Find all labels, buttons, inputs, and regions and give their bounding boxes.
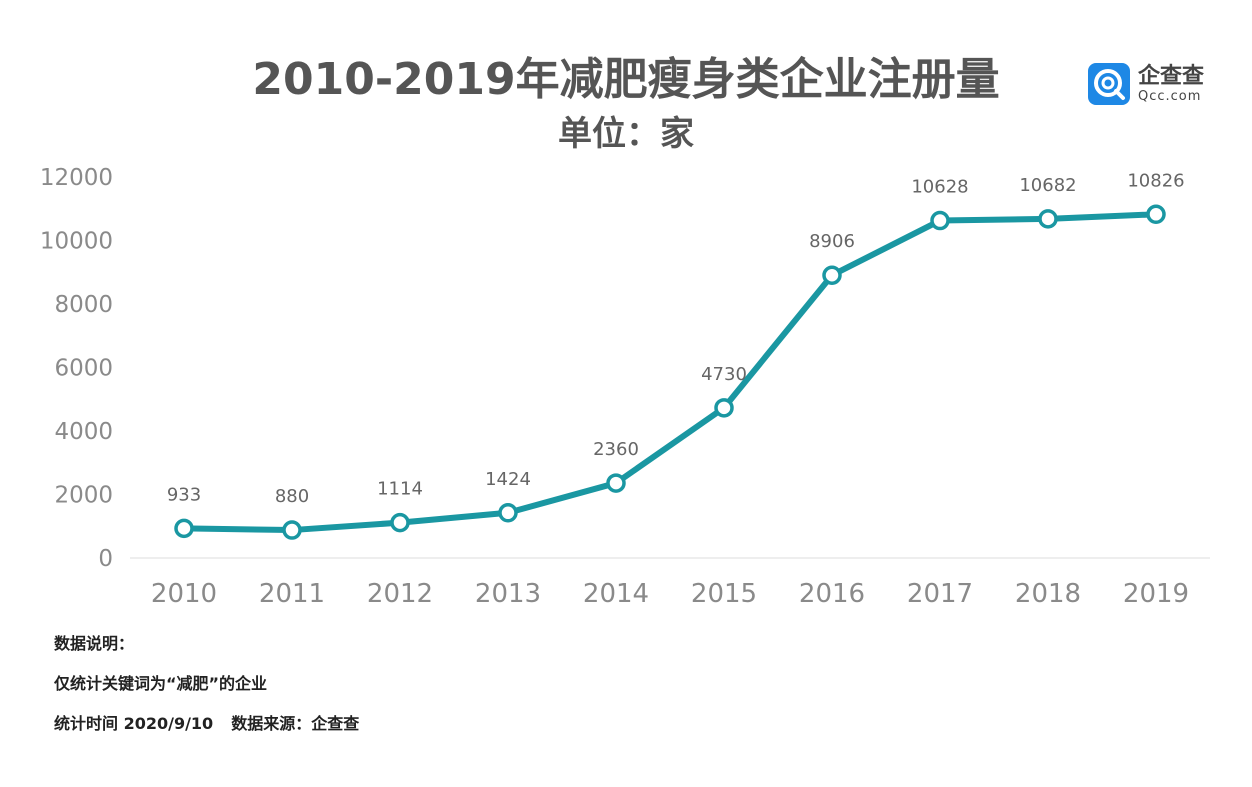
data-point <box>822 265 842 285</box>
x-tick-label: 2014 <box>583 579 649 609</box>
data-point <box>930 210 950 231</box>
data-point <box>714 398 734 418</box>
x-tick-label: 2018 <box>1015 579 1081 609</box>
data-label: 8906 <box>809 231 855 252</box>
data-label: 1114 <box>377 479 423 500</box>
line-chart: 0 2000 4000 6000 8000 10000 12000 2010 2011 2012… <box>40 165 1210 609</box>
notes: 数据说明： 仅统计关键词为“减肥”的企业 统计时间 2020/9/10 数据来源：… <box>54 634 359 754</box>
data-point <box>498 503 518 523</box>
x-tick-label: 2016 <box>799 579 865 609</box>
data-label: 1424 <box>485 469 531 490</box>
y-tick-label: 2000 <box>54 483 113 509</box>
notes-heading: 数据说明： <box>54 634 135 653</box>
data-point <box>390 512 410 533</box>
y-tick-label: 8000 <box>54 292 113 318</box>
notes-keyword: 仅统计关键词为“减肥”的企业 <box>54 674 268 693</box>
data-label: 10682 <box>1019 175 1076 196</box>
data-point <box>606 473 626 493</box>
data-points <box>174 204 1166 540</box>
qcc-logo-icon <box>1088 63 1130 105</box>
x-tick-label: 2012 <box>367 579 433 609</box>
logo-name-en: Qcc.com <box>1138 88 1202 104</box>
logo-name-cn: 企查查 <box>1138 63 1205 89</box>
x-tick-label: 2017 <box>907 579 973 609</box>
y-tick-label: 6000 <box>54 356 113 382</box>
notes-time: 统计时间 2020/9/10 <box>54 714 214 733</box>
y-tick-label: 4000 <box>54 419 113 445</box>
notes-source: 数据来源：企查查 <box>231 714 360 733</box>
y-tick-label: 12000 <box>40 165 113 191</box>
x-tick-label: 2019 <box>1123 579 1189 609</box>
x-tick-label: 2011 <box>259 579 325 609</box>
data-label: 10826 <box>1127 170 1184 191</box>
data-labels: 933 880 1114 1424 2360 4730 8906 10628 10682 1082… <box>167 170 1185 507</box>
data-label: 10628 <box>911 177 968 198</box>
data-label: 933 <box>167 484 201 505</box>
y-tick-label: 10000 <box>40 229 113 255</box>
x-tick-label: 2010 <box>151 579 217 609</box>
data-point <box>282 520 302 540</box>
data-label: 4730 <box>701 364 747 385</box>
data-label: 2360 <box>593 439 639 460</box>
chart-subtitle: 单位：家 <box>558 114 694 154</box>
y-axis-ticks: 0 2000 4000 6000 8000 10000 12000 <box>40 165 113 572</box>
x-tick-label: 2015 <box>691 579 757 609</box>
data-label: 880 <box>275 486 309 507</box>
chart-title: 2010-2019年减肥瘦身类企业注册量 <box>252 54 1000 105</box>
x-tick-label: 2013 <box>475 579 541 609</box>
series-line <box>181 211 1159 534</box>
data-point <box>174 518 194 539</box>
data-point <box>1146 204 1166 225</box>
x-axis-ticks: 2010 2011 2012 2013 2014 2015 2016 2017 2018 2019 <box>151 579 1189 609</box>
notes-time-source: 统计时间 2020/9/10 数据来源：企查查 <box>54 714 359 754</box>
data-point <box>1038 209 1058 229</box>
qcc-logo: 企查查 Qcc.com <box>1088 62 1204 106</box>
y-tick-label: 0 <box>98 546 113 572</box>
